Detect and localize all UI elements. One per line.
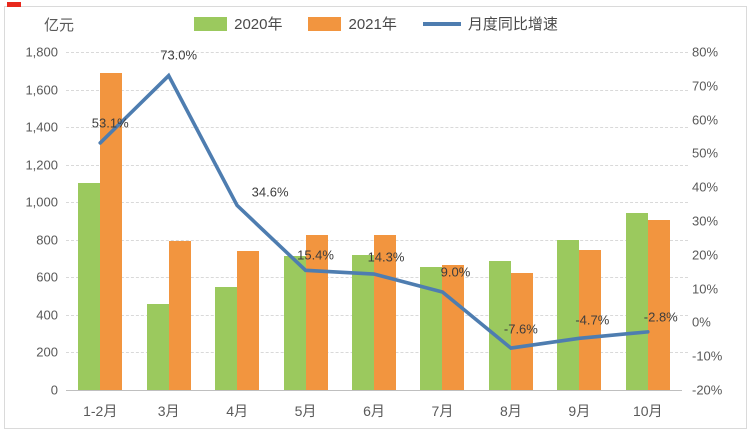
left-axis-tick-label: 400 [36,307,58,323]
line-data-label: -4.7% [575,312,610,328]
bar-2020年 [557,239,580,390]
left-axis-unit-label: 亿元 [44,17,75,34]
right-axis-tick-label: 70% [692,78,719,94]
legend-color-swatch [308,16,342,31]
line-data-label: -2.8% [643,309,678,325]
left-axis-tick-label: 1,000 [25,194,58,210]
line-data-label: 15.4% [297,247,334,263]
gridline [66,127,688,129]
red-corner-mark [7,2,21,7]
line-data-label: 9.0% [440,264,471,280]
legend: 2020年 2021年 月度同比增速 [0,13,752,34]
line-data-label: 34.6% [251,184,289,200]
bar-2020年 [215,286,238,390]
bar-2021年 [100,72,123,390]
left-axis-tick-label: 800 [36,232,58,248]
legend-item-2021年: 2021年 [308,13,397,34]
legend-label: 2021年 [348,16,397,33]
gridline [66,89,688,91]
legend-color-swatch [194,16,228,31]
x-axis-category-label: 3月 [157,403,180,419]
legend-item-2020年: 2020年 [194,13,282,34]
right-axis-tick-label: 40% [692,179,719,195]
right-axis-tick-label: -20% [692,382,723,398]
x-axis-category-label: 4月 [226,403,248,419]
left-axis-tick-label: 200 [36,344,58,360]
legend-line-swatch [422,21,461,26]
legend-item-月度同比增速: 月度同比增速 [422,13,558,34]
right-axis-tick-label: 80% [692,44,719,60]
x-axis-category-label: 7月 [431,403,454,419]
bar-2021年 [510,272,533,390]
right-axis-tick-label: 10% [692,281,719,297]
line-data-label: 14.3% [367,249,405,265]
bar-2020年 [420,267,443,390]
right-axis-tick-label: 50% [692,145,719,161]
bar-2020年 [146,303,169,390]
right-axis-tick-label: 0% [692,314,711,330]
left-axis-tick-label: 1,400 [25,119,58,135]
left-axis-tick-label: 1,200 [25,157,58,173]
x-axis-category-label: 5月 [294,403,317,419]
legend-label: 2020年 [234,16,283,33]
line-data-label: 53.1% [91,115,129,131]
x-axis-category-label: 9月 [568,403,591,419]
right-axis-tick-label: 60% [692,112,719,128]
x-axis-category-label: 10月 [632,403,663,419]
x-axis-line [66,390,682,391]
gridline [66,202,688,204]
bar-2021年 [579,249,602,390]
x-axis-category-label: 6月 [363,403,385,419]
bar-2021年 [305,235,328,390]
left-axis-tick-label: 0 [50,382,58,398]
bar-2020年 [625,213,648,390]
bar-2021年 [168,240,191,390]
left-axis-tick-label: 600 [36,269,58,285]
left-axis-tick-label: 1,800 [25,44,58,60]
gridline [66,164,688,166]
line-data-label: -7.6% [503,321,538,337]
right-axis-tick-label: 20% [692,247,719,263]
bar-2020年 [283,255,306,390]
bar-2020年 [488,261,511,390]
x-axis-category-label: 1-2月 [83,403,118,419]
right-axis-tick-label: -10% [692,348,723,364]
bar-2021年 [647,220,670,390]
bar-2020年 [78,183,101,390]
gridline [66,52,688,53]
legend-label: 月度同比增速 [467,16,558,33]
bar-2021年 [237,251,260,390]
x-axis-category-label: 8月 [499,403,522,419]
right-axis-tick-label: 30% [692,213,719,229]
bar-2020年 [352,254,374,390]
line-data-label: 73.0% [160,47,198,63]
left-axis-tick-label: 1,600 [25,82,58,98]
